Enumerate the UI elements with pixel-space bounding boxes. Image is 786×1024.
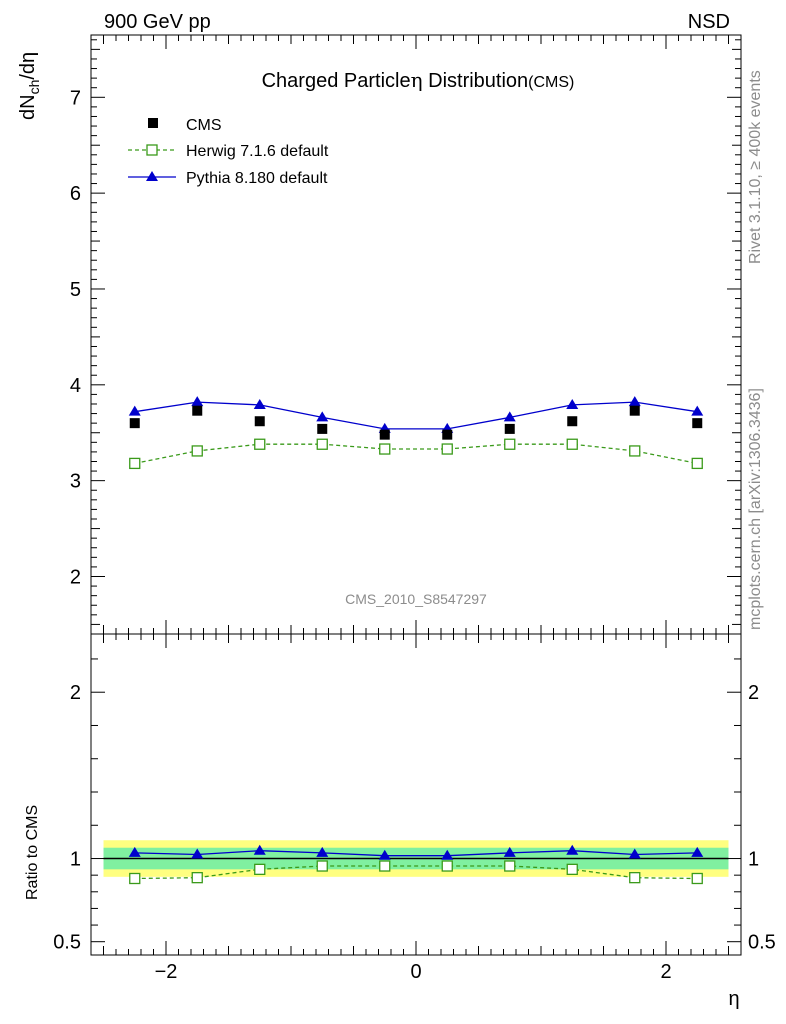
data-point (316, 846, 329, 857)
series-line (134, 865, 698, 880)
series-line (134, 443, 698, 465)
data-point (128, 405, 141, 416)
data-point (379, 443, 391, 455)
header-left: 900 GeV pp (104, 11, 211, 33)
series-line (134, 850, 698, 857)
title-tag: (CMS) (528, 74, 574, 91)
mcplots-label: mcplots.cern.ch [arXiv:1306.3436] (747, 388, 764, 630)
data-point (504, 438, 516, 450)
ratio-plot: 0.5 0.5 1 1 2 2 −2 0 2 (53, 633, 776, 983)
ratio-y-tick-label: 1 (70, 849, 81, 871)
y-tick-label: 5 (70, 279, 81, 301)
data-point (441, 849, 454, 860)
data-point (628, 396, 641, 407)
data-point (629, 405, 640, 416)
data-point (629, 445, 641, 457)
data-point (566, 398, 579, 409)
header-right: NSD (688, 11, 730, 33)
top-plot: 2 3 4 5 6 7 (70, 34, 742, 635)
data-point (567, 416, 578, 427)
ratio-y-tick-label: 2 (70, 682, 81, 704)
y-tick-label: 7 (70, 87, 81, 109)
y-label-main: dN (17, 94, 39, 120)
data-point (379, 860, 391, 872)
data-point (316, 411, 329, 422)
watermark: CMS_2010_S8547297 (345, 591, 487, 607)
title-eta: η (411, 68, 423, 92)
data-point (504, 860, 516, 872)
rivet-label: Rivet 3.1.10, ≥ 400k events (747, 70, 764, 264)
ratio-y-tick-label-right: 1 (748, 849, 759, 871)
data-point (253, 398, 266, 409)
data-point (191, 872, 203, 884)
y-tick-label: 4 (70, 375, 81, 397)
data-point (691, 405, 704, 416)
data-point (129, 418, 140, 429)
data-point (316, 860, 328, 872)
legend: CMS Herwig 7.1.6 default Pythia 8.180 de… (128, 117, 329, 187)
data-point (128, 846, 141, 857)
x-tick-label: 2 (660, 961, 671, 983)
y-tick-label: 6 (70, 183, 81, 205)
legend-pythia-marker (146, 171, 158, 181)
data-point (629, 872, 641, 884)
title-rest: Distribution (423, 70, 529, 92)
y-label-bottom: Ratio to CMS (24, 805, 41, 900)
data-point (379, 429, 390, 440)
data-point (129, 872, 141, 885)
x-tick-label: −2 (155, 961, 178, 983)
data-point (503, 846, 516, 857)
data-point (441, 443, 453, 455)
legend-herwig-label: Herwig 7.1.6 default (186, 143, 329, 160)
data-point (191, 445, 203, 457)
data-point (191, 848, 204, 859)
y-label-rest: /dη (17, 52, 39, 80)
data-point (254, 416, 265, 427)
data-point (316, 438, 328, 450)
data-point (503, 411, 516, 422)
x-label: η (728, 988, 739, 1010)
data-point (442, 429, 453, 440)
y-label-top: dNch/dη (17, 52, 42, 120)
legend-cms-marker (148, 118, 158, 128)
x-tick-label: 0 (410, 961, 421, 983)
data-point (566, 438, 578, 450)
legend-herwig-marker (146, 144, 158, 156)
data-point (692, 418, 703, 429)
data-point (192, 405, 203, 416)
ratio-y-tick-label: 0.5 (53, 932, 81, 954)
data-point (566, 863, 578, 875)
legend-cms-label: CMS (186, 117, 222, 134)
data-point (253, 844, 266, 855)
ratio-y-tick-label-right: 2 (748, 682, 759, 704)
data-point (129, 457, 141, 470)
data-point (317, 423, 328, 434)
data-point (691, 846, 704, 857)
data-point (504, 423, 515, 434)
data-point (566, 844, 579, 855)
main-title: Charged Particleη Distribution(CMS) (262, 68, 575, 92)
data-point (441, 860, 453, 872)
series-line (134, 401, 698, 430)
legend-pythia-label: Pythia 8.180 default (186, 170, 328, 187)
y-label-sub: ch (26, 80, 42, 95)
data-point (254, 438, 266, 450)
y-tick-label: 2 (70, 566, 81, 588)
data-point (254, 863, 266, 875)
ratio-y-tick-label-right: 0.5 (748, 932, 776, 954)
data-point (628, 848, 641, 859)
data-point (191, 396, 204, 407)
bottom-frame (90, 633, 742, 956)
data-point (378, 849, 391, 860)
data-point (691, 872, 703, 885)
y-tick-label: 3 (70, 471, 81, 493)
data-point (691, 457, 703, 470)
title-main: Charged Particle (262, 70, 411, 92)
